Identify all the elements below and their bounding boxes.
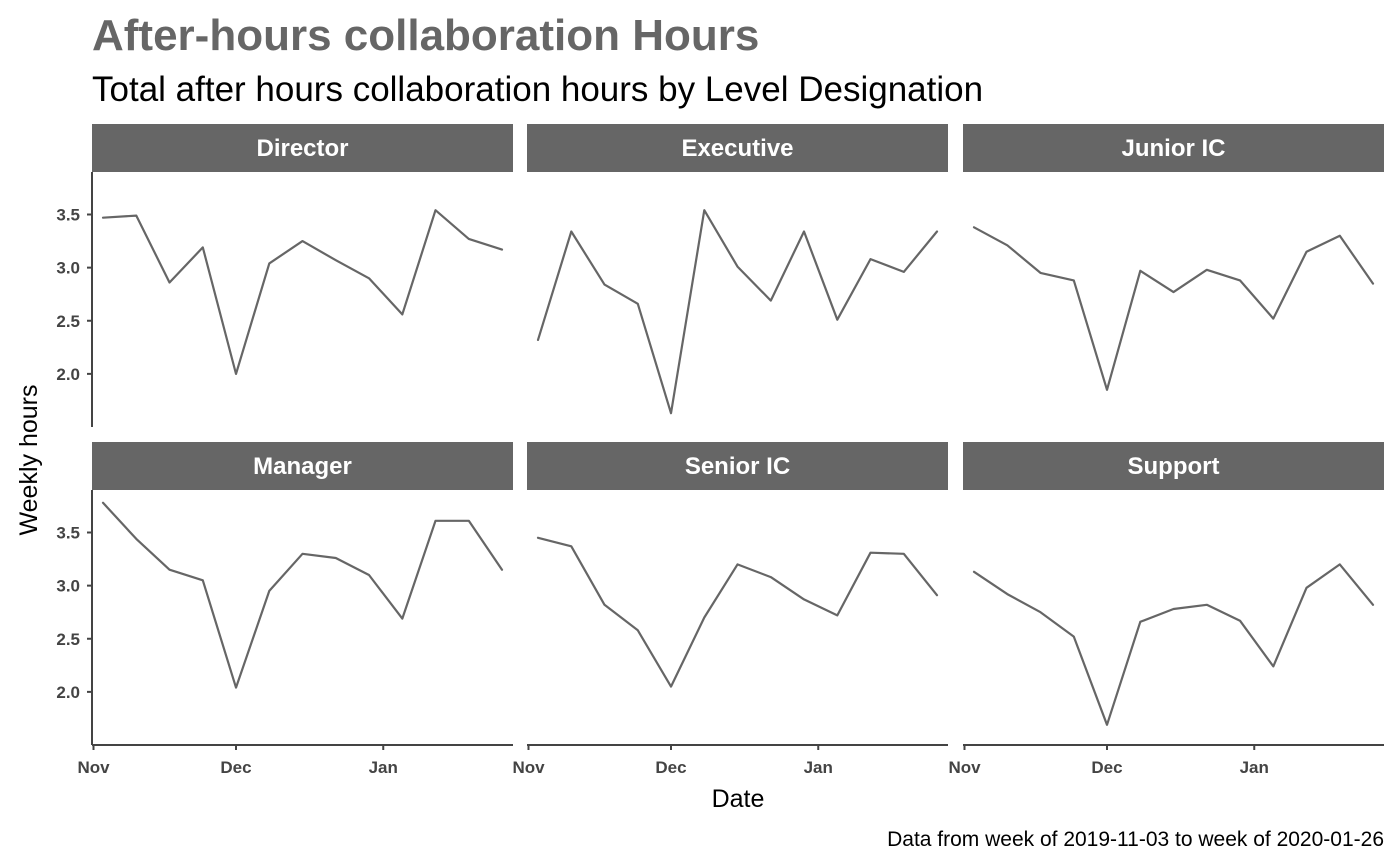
y-tick-label: 3.0 <box>56 259 80 278</box>
y-tick-label: 3.5 <box>56 524 80 543</box>
x-tick-label: Nov <box>512 758 545 777</box>
x-tick-label: Jan <box>804 758 833 777</box>
strip-label-support: Support <box>1128 453 1220 480</box>
x-tick-label: Jan <box>1240 758 1269 777</box>
series-line-director <box>101 209 504 375</box>
chart-caption: Data from week of 2019-11-03 to week of … <box>887 828 1384 851</box>
strip-label-manager: Manager <box>253 453 352 480</box>
y-tick-label: 2.5 <box>56 630 80 649</box>
y-tick-label: 2.0 <box>56 683 80 702</box>
x-tick-label: Nov <box>948 758 981 777</box>
facet-panel-executive: Executive <box>527 124 948 415</box>
x-tick-label: Dec <box>1091 758 1122 777</box>
y-axis-title: Weekly hours <box>15 385 43 536</box>
x-tick-label: Nov <box>77 758 110 777</box>
series-line-junior-ic <box>972 226 1375 391</box>
y-tick-label: 2.5 <box>56 312 80 331</box>
series-line-support <box>972 563 1375 726</box>
x-tick-label: Dec <box>655 758 686 777</box>
facet-panel-support: Support Nov Dec Jan <box>948 442 1384 777</box>
strip-junior-ic <box>963 124 1384 172</box>
facet-panel-junior-ic: Junior IC <box>963 124 1384 391</box>
facet-panel-senior-ic: Senior IC Nov Dec Jan <box>512 442 948 777</box>
strip-label-director: Director <box>256 135 348 162</box>
strip-director <box>92 124 513 172</box>
y-tick-label: 3.5 <box>56 206 80 225</box>
facet-panel-manager: Manager 2.0 2.5 3.0 3.5 Nov Dec Jan <box>56 442 513 777</box>
series-line-executive <box>536 209 939 415</box>
series-line-manager <box>101 501 504 689</box>
x-tick-label: Dec <box>220 758 251 777</box>
strip-support <box>963 442 1384 490</box>
y-tick-label: 2.0 <box>56 365 80 384</box>
x-tick-label: Jan <box>369 758 398 777</box>
strip-label-executive: Executive <box>681 135 793 162</box>
series-line-senior-ic <box>536 536 939 688</box>
chart-title: After-hours collaboration Hours <box>92 11 759 60</box>
facet-panel-director: Director 2.0 2.5 3.0 3.5 <box>56 124 513 427</box>
strip-manager <box>92 442 513 490</box>
x-axis-title: Date <box>712 785 765 813</box>
chart-subtitle: Total after hours collaboration hours by… <box>92 70 983 109</box>
strip-label-senior-ic: Senior IC <box>685 453 790 480</box>
strip-label-junior-ic: Junior IC <box>1121 135 1225 162</box>
strip-senior-ic <box>527 442 948 490</box>
facet-panels: Director 2.0 2.5 3.0 3.5 Executive Junior IC Ma… <box>56 124 1384 777</box>
strip-executive <box>527 124 948 172</box>
y-tick-label: 3.0 <box>56 577 80 596</box>
